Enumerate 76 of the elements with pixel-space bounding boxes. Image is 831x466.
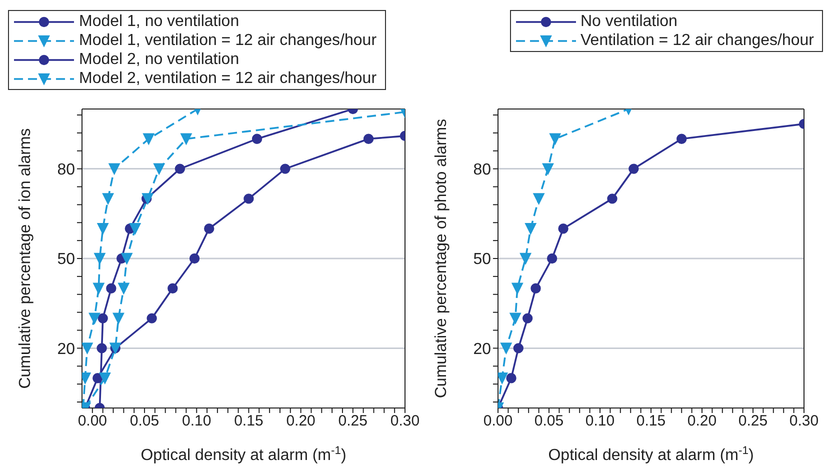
legend-label: Model 2, ventilation = 12 air changes/hour xyxy=(79,69,377,88)
point xyxy=(510,312,521,324)
point xyxy=(130,223,141,234)
point xyxy=(99,372,111,384)
point xyxy=(252,134,262,144)
legend-label: No ventilation xyxy=(580,12,678,31)
point xyxy=(118,282,130,294)
point xyxy=(520,252,532,264)
x-tick-label: 0.10 xyxy=(182,412,212,430)
point xyxy=(96,343,107,354)
point xyxy=(546,253,558,264)
point xyxy=(676,134,687,144)
point xyxy=(143,133,154,144)
y-tick-label: 80 xyxy=(57,161,76,178)
point xyxy=(512,282,523,294)
point xyxy=(558,224,568,234)
point xyxy=(121,252,132,264)
x-tick-label: 0.15 xyxy=(234,412,264,430)
x-tick-label: 0.05 xyxy=(130,412,160,430)
x-axis-title: Optical density at alarm (m$^{-1}$) xyxy=(140,445,346,464)
point xyxy=(97,223,108,234)
point xyxy=(533,193,544,204)
point xyxy=(550,133,561,144)
x-tick-label: 0.00 xyxy=(483,412,513,430)
point xyxy=(500,342,512,354)
point xyxy=(607,194,618,204)
point xyxy=(542,163,554,174)
point xyxy=(280,164,290,174)
point xyxy=(363,134,374,144)
point xyxy=(628,164,639,174)
legend-label: Ventilation = 12 air changes/hour xyxy=(580,31,814,50)
x-tick-label: 0.20 xyxy=(687,412,717,430)
point xyxy=(82,342,93,354)
point xyxy=(525,223,536,234)
x-tick-label: 0.30 xyxy=(789,412,819,430)
x-tick-label: 0.30 xyxy=(390,412,420,430)
point xyxy=(94,252,106,264)
point xyxy=(498,372,508,384)
point xyxy=(513,343,524,354)
x-axis-title: Optical density at alarm (m$^{-1}$) xyxy=(548,445,754,464)
point xyxy=(204,224,214,234)
x-tick-label: 0.25 xyxy=(338,412,368,430)
legend-label: Model 1, ventilation = 12 air changes/hour xyxy=(79,31,377,50)
x-tick-label: 0.00 xyxy=(78,412,108,430)
y-tick-label: 20 xyxy=(473,340,492,358)
y-tick-label: 50 xyxy=(473,251,492,268)
point xyxy=(112,312,124,324)
point xyxy=(506,373,516,384)
point xyxy=(88,312,100,324)
point xyxy=(146,313,157,324)
point xyxy=(102,193,114,204)
y-tick-label: 50 xyxy=(57,251,76,268)
point xyxy=(106,283,116,294)
x-tick-label: 0.15 xyxy=(636,412,666,430)
point xyxy=(522,313,533,324)
x-tick-label: 0.05 xyxy=(534,412,564,430)
x-tick-label: 0.10 xyxy=(585,412,615,430)
point xyxy=(189,253,200,264)
y-axis-title: Cumulative percentage of ion alarms xyxy=(17,128,34,389)
y-tick-label: 20 xyxy=(57,340,76,358)
y-tick-label: 80 xyxy=(473,161,492,178)
point xyxy=(244,194,254,204)
point xyxy=(93,282,104,294)
x-tick-label: 0.25 xyxy=(738,412,768,430)
point xyxy=(180,133,192,144)
point xyxy=(92,373,103,384)
legend-label: Model 2, no ventilation xyxy=(79,50,240,69)
point xyxy=(174,164,186,174)
x-tick-label: 0.20 xyxy=(286,412,316,430)
y-axis-title: Cumulative percentage of photo alarms xyxy=(433,118,450,398)
legend-label: Model 1, no ventilation xyxy=(79,12,240,31)
point xyxy=(98,313,108,324)
point xyxy=(168,283,178,294)
point xyxy=(108,163,120,174)
point xyxy=(530,283,541,294)
point xyxy=(154,163,165,174)
